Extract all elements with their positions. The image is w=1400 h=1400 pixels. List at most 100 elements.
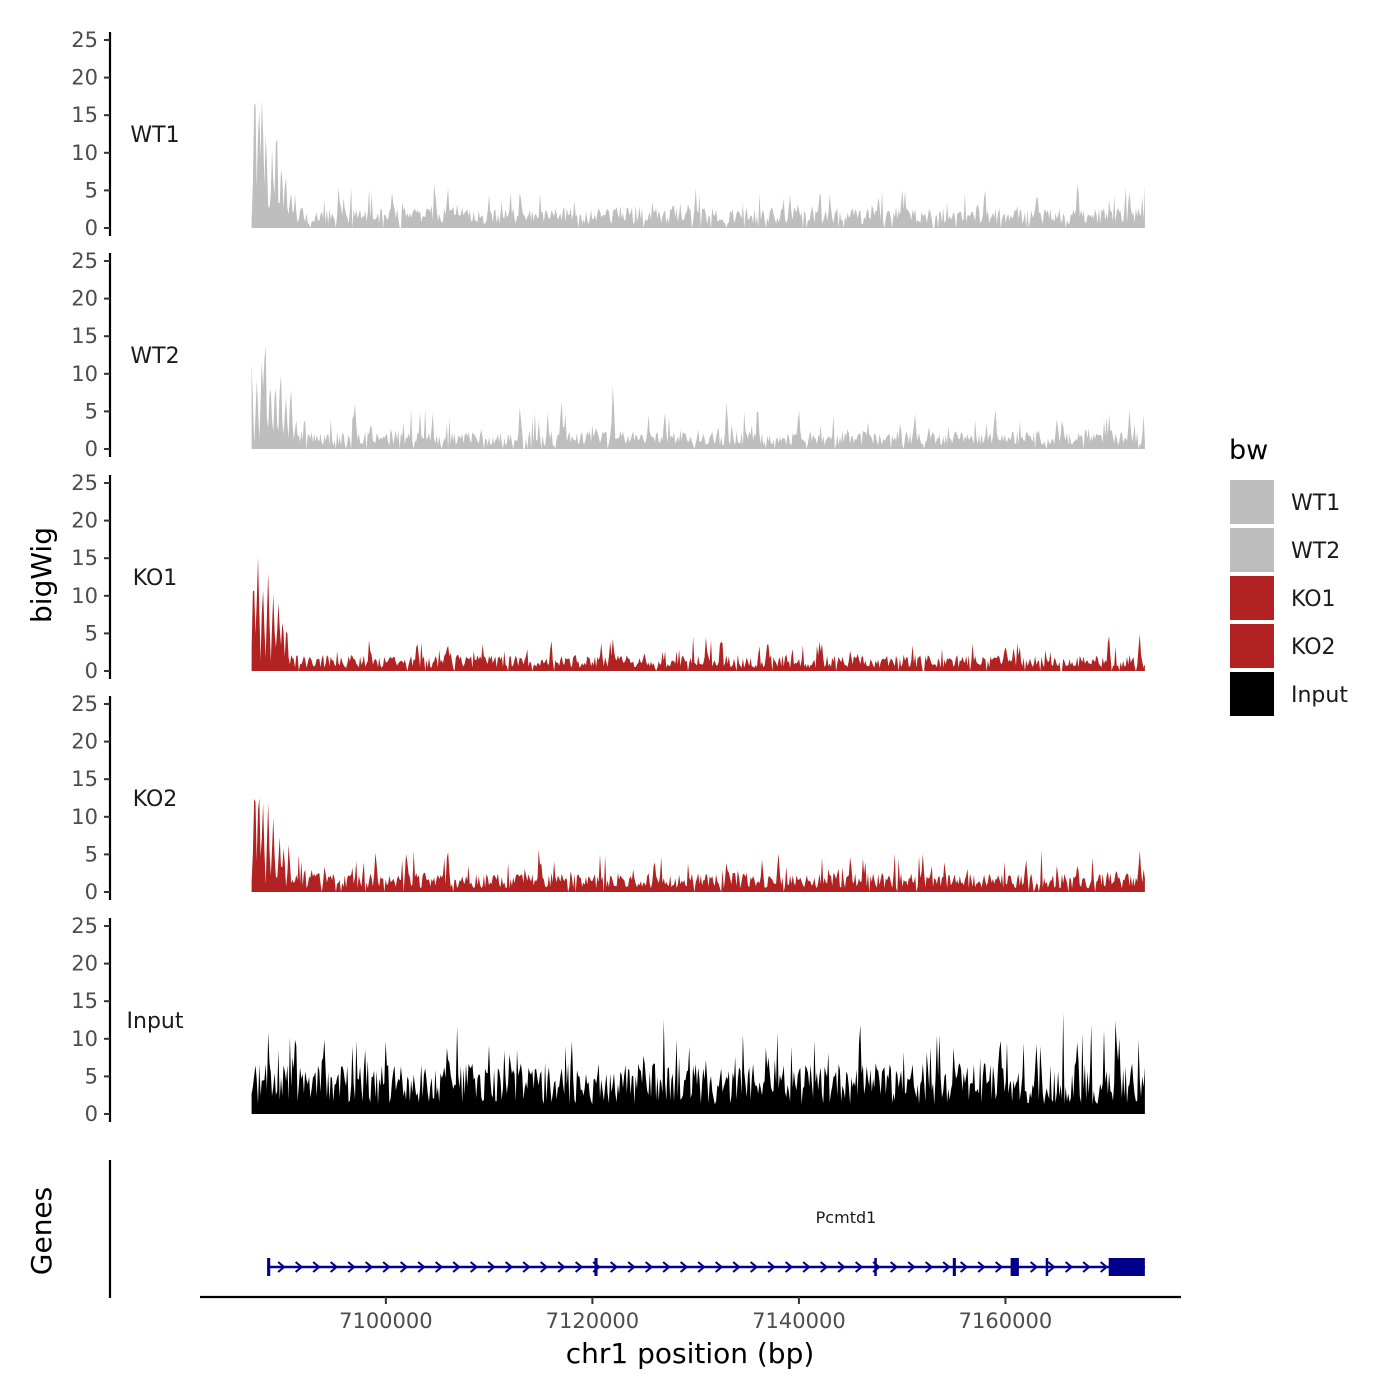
track-panels: 0 5 10 15 20 25 WT1 0 5 10 15 20 25 WT2 0 5 10 15 20 25 KO1 0… — [71, 28, 1145, 1126]
strand-arrow — [1082, 1261, 1091, 1273]
y-tick-label: 0 — [85, 216, 98, 240]
y-tick-label: 25 — [71, 471, 98, 495]
genes-axis-title: Genes — [25, 1187, 58, 1275]
strand-arrow — [609, 1261, 619, 1273]
y-tick-label: 0 — [85, 1102, 98, 1126]
y-tick-label: 25 — [71, 249, 98, 273]
y-tick-label: 15 — [71, 767, 98, 791]
strand-arrow — [837, 1261, 846, 1273]
legend: bw WT1 WT2 KO1 KO2 Input — [1229, 435, 1348, 716]
y-tick-label: 15 — [71, 103, 98, 127]
y-tick-label: 20 — [71, 952, 98, 976]
legend-swatch — [1230, 528, 1274, 572]
y-tick-label: 10 — [71, 362, 98, 386]
legend-swatch — [1230, 576, 1274, 620]
x-tick-label: 7160000 — [959, 1309, 1053, 1333]
y-tick-label: 5 — [85, 1064, 98, 1088]
strand-arrow — [994, 1261, 1004, 1273]
gene-pcmtd1: Pcmtd1 — [267, 1208, 1145, 1276]
legend-entry-ko2: KO2 — [1230, 624, 1336, 668]
y-tick-label: 5 — [85, 621, 98, 645]
strand-arrow — [749, 1261, 759, 1273]
y-tick-label: 10 — [71, 584, 98, 608]
signal-area-ko1 — [251, 557, 1145, 671]
track-label: KO1 — [133, 566, 178, 591]
strand-arrow — [924, 1261, 934, 1273]
strand-arrow — [399, 1261, 409, 1273]
legend-title: bw — [1229, 435, 1268, 466]
y-tick-label: 20 — [71, 66, 98, 90]
strand-arrow — [732, 1261, 741, 1273]
y-tick-label: 0 — [85, 437, 98, 461]
x-axis: 7100000 7120000 7140000 7160000 — [200, 1295, 1181, 1333]
track-wt2: 0 5 10 15 20 25 WT2 — [71, 249, 1145, 461]
legend-swatch — [1230, 672, 1274, 716]
y-tick-label: 10 — [71, 141, 98, 165]
strand-arrow — [312, 1261, 321, 1273]
strand-arrow — [1099, 1261, 1109, 1273]
y-tick-label: 0 — [85, 659, 98, 683]
strand-arrow — [819, 1261, 829, 1273]
strand-arrow — [679, 1261, 689, 1273]
gene-label: Pcmtd1 — [816, 1208, 877, 1227]
legend-entry-wt2: WT2 — [1230, 528, 1340, 572]
strand-arrow — [417, 1261, 426, 1273]
strand-arrow — [522, 1261, 531, 1273]
x-axis-title: chr1 position (bp) — [566, 1337, 815, 1370]
track-label: KO2 — [133, 787, 178, 812]
legend-entry-ko1: KO1 — [1230, 576, 1336, 620]
strand-arrow — [767, 1261, 776, 1273]
strand-arrow — [364, 1261, 374, 1273]
legend-label: KO1 — [1291, 587, 1336, 612]
strand-arrow — [907, 1261, 916, 1273]
strand-arrow — [784, 1261, 794, 1273]
gene-panel: Pcmtd1 — [108, 1160, 1145, 1298]
track-label: WT1 — [130, 123, 179, 148]
strand-arrow — [977, 1261, 986, 1273]
strand-arrow — [329, 1261, 339, 1273]
strand-arrow — [382, 1261, 391, 1273]
track-ko2: 0 5 10 15 20 25 KO2 — [71, 692, 1145, 904]
y-tick-label: 20 — [71, 287, 98, 311]
strand-arrow — [504, 1261, 514, 1273]
strand-arrow — [1047, 1261, 1056, 1273]
strand-arrow — [627, 1261, 636, 1273]
legend-swatch — [1230, 624, 1274, 668]
track-input: 0 5 10 15 20 25 Input — [71, 914, 1145, 1126]
track-label: Input — [127, 1009, 184, 1034]
strand-arrow — [469, 1261, 479, 1273]
legend-label: WT2 — [1291, 539, 1340, 564]
strand-arrow — [574, 1261, 584, 1273]
x-tick-label: 7140000 — [752, 1309, 846, 1333]
strand-arrow — [959, 1261, 969, 1273]
track-label: WT2 — [130, 344, 179, 369]
strand-arrow — [294, 1261, 304, 1273]
y-tick-label: 20 — [71, 509, 98, 533]
strand-arrow — [889, 1261, 899, 1273]
strand-arrow — [452, 1261, 461, 1273]
strand-arrow — [557, 1261, 566, 1273]
strand-arrow — [487, 1261, 496, 1273]
gene-exon — [1108, 1258, 1145, 1276]
x-tick-label: 7120000 — [546, 1309, 640, 1333]
strand-arrow — [347, 1261, 356, 1273]
y-tick-label: 25 — [71, 28, 98, 52]
gene-exon — [594, 1258, 598, 1276]
y-tick-label: 5 — [85, 399, 98, 423]
y-tick-label: 10 — [71, 805, 98, 829]
strand-arrow — [662, 1261, 671, 1273]
strand-arrow — [942, 1261, 951, 1273]
legend-swatch — [1230, 480, 1274, 524]
strand-arrow — [714, 1261, 724, 1273]
y-tick-label: 0 — [85, 880, 98, 904]
y-tick-label: 25 — [71, 914, 98, 938]
strand-arrow — [1029, 1261, 1039, 1273]
strand-arrow — [539, 1261, 549, 1273]
y-tick-label: 20 — [71, 730, 98, 754]
strand-arrow — [697, 1261, 706, 1273]
strand-arrow — [644, 1261, 654, 1273]
strand-arrow — [802, 1261, 811, 1273]
x-tick-label: 7100000 — [339, 1309, 433, 1333]
y-tick-label: 15 — [71, 546, 98, 570]
